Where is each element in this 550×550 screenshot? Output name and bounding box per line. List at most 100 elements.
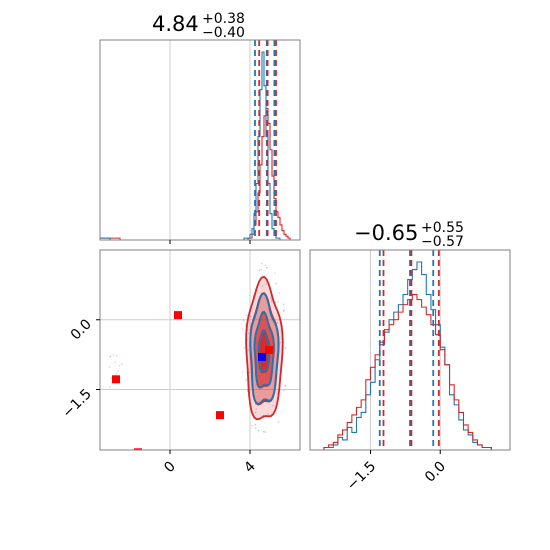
scatter-point bbox=[241, 371, 244, 373]
scatter-point bbox=[283, 389, 285, 392]
scatter-point bbox=[282, 310, 285, 312]
scatter-point bbox=[262, 414, 265, 417]
scatter-point bbox=[115, 355, 118, 357]
param2-histogram-red bbox=[310, 294, 510, 450]
scatter-point bbox=[276, 307, 278, 309]
param1-histogram-panel bbox=[99, 39, 301, 241]
scatter-point bbox=[281, 330, 283, 332]
scatter-point bbox=[267, 281, 269, 284]
param2-histogram-frame bbox=[309, 249, 511, 451]
contour-blue bbox=[253, 310, 275, 389]
param2-title-minus: −0.57 bbox=[421, 234, 464, 250]
contour-blue bbox=[258, 329, 271, 373]
param1-title: 4.84 +0.38 −0.40 bbox=[152, 11, 245, 41]
scatter-point bbox=[276, 301, 279, 303]
red-square-marker bbox=[112, 375, 120, 384]
scatter-point bbox=[277, 392, 279, 395]
x-tick-label: 0 bbox=[161, 459, 179, 477]
scatter-point bbox=[275, 282, 278, 285]
scatter-point bbox=[245, 350, 248, 353]
scatter-point bbox=[109, 386, 111, 388]
scatter-point bbox=[254, 411, 257, 414]
scatter-point bbox=[242, 319, 245, 322]
scatter-point bbox=[284, 385, 287, 387]
scatter-point bbox=[241, 327, 244, 330]
scatter-point bbox=[260, 268, 263, 271]
scatter-point bbox=[112, 354, 115, 356]
scatter-point bbox=[272, 404, 274, 407]
scatter-point bbox=[247, 349, 250, 351]
scatter-point bbox=[245, 329, 247, 331]
scatter-point bbox=[274, 301, 277, 304]
scatter-point bbox=[265, 283, 267, 286]
scatter-point bbox=[267, 413, 269, 415]
scatter-point bbox=[277, 421, 280, 423]
param1-histogram-blue bbox=[100, 51, 300, 240]
scatter-point bbox=[252, 295, 254, 297]
scatter-point bbox=[254, 427, 257, 429]
param2-title: −0.65 +0.55 −0.57 bbox=[354, 220, 464, 250]
red-square-marker bbox=[216, 411, 224, 420]
param1-title-plus: +0.38 bbox=[202, 11, 245, 27]
scatter-point bbox=[259, 278, 262, 280]
scatter-point bbox=[264, 431, 266, 433]
scatter-point bbox=[279, 323, 282, 326]
scatter-point bbox=[115, 373, 118, 375]
scatter-point bbox=[255, 288, 257, 291]
scatter-point bbox=[254, 403, 257, 405]
scatter-point bbox=[282, 303, 285, 305]
joint-density-panel bbox=[99, 249, 301, 451]
scatter-point bbox=[247, 389, 249, 391]
scatter-point bbox=[260, 262, 263, 265]
scatter-point bbox=[109, 355, 111, 358]
scatter-point bbox=[247, 329, 249, 331]
scatter-point bbox=[274, 272, 276, 274]
scatter-point bbox=[108, 366, 111, 368]
scatter-point bbox=[243, 346, 245, 349]
scatter-point bbox=[118, 364, 120, 367]
contour-blue bbox=[249, 292, 280, 405]
param2-title-value: −0.65 bbox=[354, 221, 418, 245]
scatter-point bbox=[251, 424, 253, 427]
scatter-point bbox=[254, 423, 257, 426]
scatter-point bbox=[270, 298, 273, 301]
scatter-point bbox=[245, 323, 247, 325]
scatter-point bbox=[281, 348, 283, 351]
scatter-point bbox=[264, 264, 267, 267]
scatter-point bbox=[245, 314, 248, 316]
param2-histogram-panel bbox=[309, 249, 511, 451]
scatter-point bbox=[283, 309, 285, 311]
scatter-point bbox=[248, 394, 250, 397]
param2-x-tick-label: −1.5 bbox=[344, 459, 379, 494]
x-tick-label: 4 bbox=[241, 458, 259, 476]
param2-x-tick-label: 0.0 bbox=[422, 459, 449, 486]
scatter-point bbox=[284, 347, 287, 349]
scatter-point bbox=[247, 389, 250, 392]
scatter-point bbox=[258, 269, 261, 272]
scatter-point bbox=[280, 370, 283, 373]
scatter-point bbox=[246, 390, 249, 392]
scatter-point bbox=[270, 297, 272, 299]
scatter-point bbox=[244, 341, 247, 344]
scatter-point bbox=[109, 355, 112, 357]
scatter-point bbox=[279, 341, 282, 344]
red-square-marker bbox=[134, 448, 142, 450]
scatter-point bbox=[262, 430, 265, 433]
scatter-point bbox=[248, 371, 251, 374]
param2-title-plus: +0.55 bbox=[421, 220, 464, 236]
scatter-point bbox=[279, 369, 281, 372]
scatter-point bbox=[120, 363, 123, 366]
scatter-point bbox=[271, 300, 273, 303]
param1-title-value: 4.84 bbox=[152, 12, 199, 36]
joint-density-frame bbox=[99, 249, 301, 451]
scatter-point bbox=[276, 322, 279, 324]
scatter-point bbox=[117, 370, 120, 372]
scatter-point bbox=[278, 291, 281, 294]
param1-title-minus: −0.40 bbox=[202, 25, 245, 41]
scatter-point bbox=[114, 361, 117, 363]
scatter-point bbox=[247, 332, 250, 335]
y-tick-label: 0.0 bbox=[68, 316, 95, 343]
scatter-point bbox=[251, 395, 254, 397]
scatter-point bbox=[246, 339, 248, 341]
